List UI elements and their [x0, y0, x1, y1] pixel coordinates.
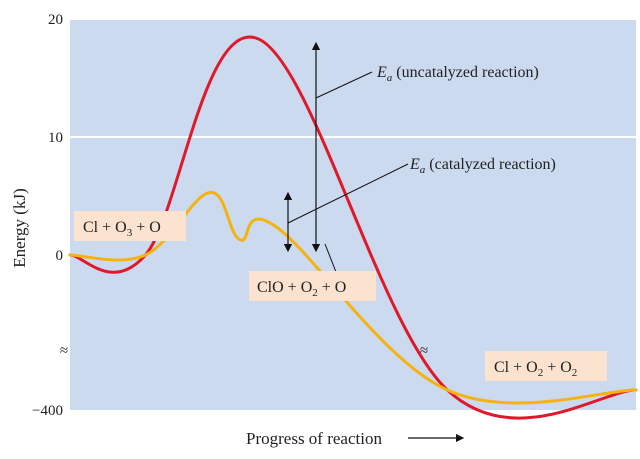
intermediate-label: ClO + O2 + O — [257, 279, 346, 299]
ea-uncatalyzed-label: Ea (uncatalyzed reaction) — [376, 64, 539, 84]
intermediate-leader — [324, 243, 337, 273]
y-tick-label: −400 — [32, 403, 63, 419]
intermediate-box — [249, 271, 376, 301]
reactants-box — [74, 211, 186, 241]
ea-catalyzed-label: Ea (catalyzed reaction) — [409, 156, 556, 176]
ea-uncatalyzed-leader — [315, 71, 373, 99]
x-axis-label: Progress of reaction — [246, 429, 382, 448]
y-tick-label: 10 — [48, 130, 63, 146]
reactants-label: Cl + O3 + O — [83, 219, 161, 239]
products-box — [485, 351, 607, 381]
y-axis-label: Energy (kJ) — [10, 188, 29, 267]
y-tick-label: 20 — [48, 12, 63, 28]
products-label: Cl + O2 + O2 — [494, 359, 577, 379]
ea-catalyzed-leader — [287, 163, 409, 224]
axis-break-mark: ≈ — [60, 343, 68, 359]
axis-break-mark: ≈ — [420, 343, 428, 359]
y-tick-label: 0 — [56, 248, 64, 264]
catalyzed-curve — [68, 190, 638, 405]
